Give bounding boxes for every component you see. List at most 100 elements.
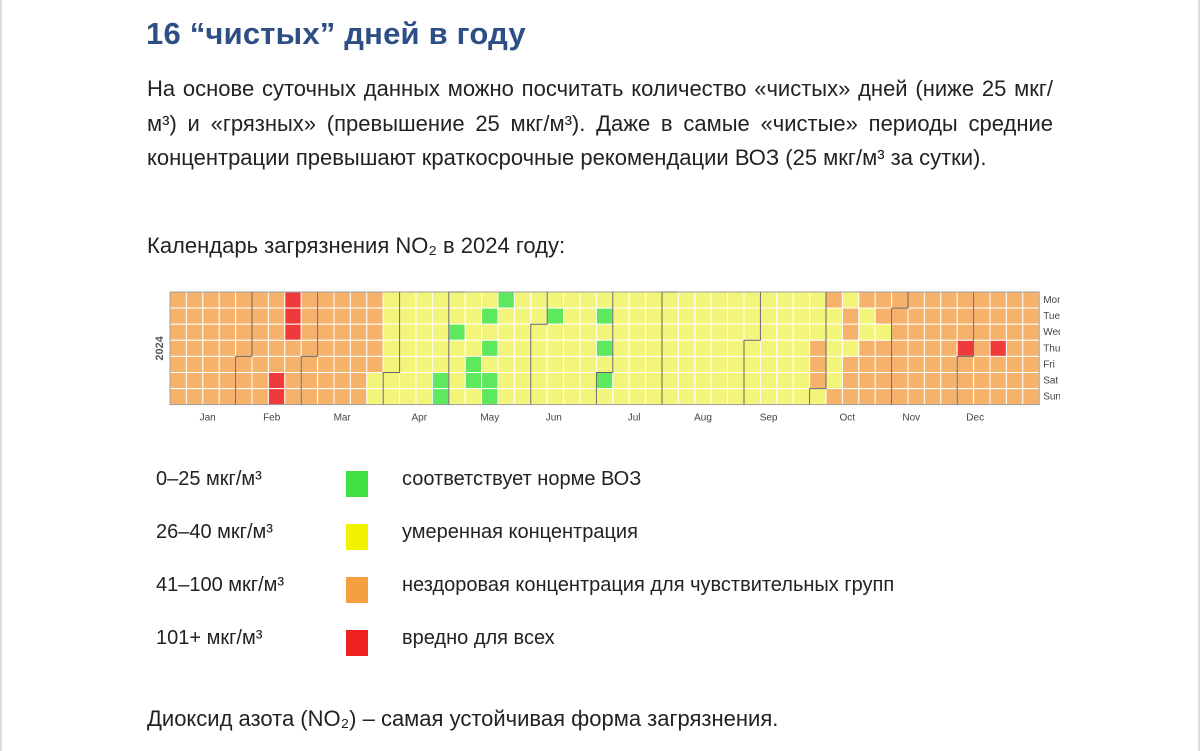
month-boundary: [595, 292, 614, 405]
calendar-cell: [481, 339, 499, 357]
calendar-cell: [612, 307, 630, 325]
calendar-cell: [891, 323, 909, 341]
calendar-cell: [923, 339, 942, 357]
calendar-cell: [1022, 339, 1040, 357]
calendar-cell: [218, 291, 237, 309]
calendar-cell: [284, 339, 302, 357]
calendar-cell: [858, 355, 876, 374]
month-boundary: [891, 292, 909, 405]
legend-description: умеренная концентрация: [402, 521, 638, 543]
calendar-cell: [907, 355, 925, 374]
calendar-cell: [415, 323, 433, 341]
legend-range-label: 0–25 мкг/м³: [156, 468, 262, 490]
calendar-cell: [366, 291, 384, 309]
calendar-cell: [267, 307, 286, 325]
calendar-cell: [825, 388, 843, 406]
calendar-cell: [546, 339, 565, 357]
calendar-cell: [530, 388, 548, 406]
calendar-cell: [448, 323, 466, 341]
calendar-cell: [858, 323, 876, 341]
calendar-cell: [759, 339, 778, 357]
calendar-cell: [317, 307, 335, 325]
calendar-cell: [694, 291, 712, 309]
calendar-cell: [235, 372, 253, 390]
calendar-cell: [349, 372, 368, 390]
calendar-cell: [366, 307, 384, 325]
calendar-cell: [595, 388, 614, 406]
month-label: Feb: [263, 413, 281, 424]
calendar-cell: [792, 291, 811, 309]
legend-row-unhealthy-sensitive: 41–100 мкг/м³ нездоровая концентрация дл…: [156, 570, 1056, 623]
calendar-cell: [973, 307, 991, 325]
calendar-cell: [973, 291, 991, 309]
calendar-cell: [940, 372, 958, 390]
calendar-cell: [759, 355, 778, 374]
calendar-cell: [284, 323, 302, 341]
calendar-cell: [579, 388, 597, 406]
calendar-cell: [382, 291, 401, 309]
calendar-cell: [595, 291, 614, 309]
calendar-cell: [891, 307, 909, 325]
calendar-cell: [235, 323, 253, 341]
calendar-heatmap: 2024 Mon Tue Wed Thu Fri Sat Sun Jan Feb Mar Apr May…: [154, 291, 1060, 424]
calendar-cell: [891, 355, 909, 374]
calendar-cell: [841, 307, 860, 325]
calendar-cell: [366, 339, 384, 357]
legend: 0–25 мкг/м³ соответствует норме ВОЗ 26–4…: [156, 464, 1056, 676]
calendar-cell: [399, 291, 417, 309]
calendar-cell: [989, 388, 1007, 406]
calendar-cell: [202, 355, 220, 374]
calendar-cell: [940, 307, 958, 325]
calendar-cell: [481, 291, 499, 309]
legend-description: нездоровая концентрация для чувствительн…: [402, 574, 895, 596]
calendar-cell: [448, 388, 466, 406]
calendar-cell: [1005, 339, 1024, 357]
calendar-cell: [956, 307, 975, 325]
calendar-cell: [317, 388, 335, 406]
calendar-cell: [218, 388, 237, 406]
calendar-cell: [431, 388, 450, 406]
calendar-cell: [546, 372, 565, 390]
calendar-cell: [645, 388, 663, 406]
legend-description: соответствует норме ВОЗ: [402, 468, 642, 490]
calendar-cell: [776, 388, 794, 406]
legend-range-label: 101+ мкг/м³: [156, 627, 263, 649]
calendar-cell: [710, 372, 729, 390]
calendar-cell: [907, 323, 925, 341]
calendar-cell: [677, 339, 696, 357]
calendar-cell: [710, 339, 729, 357]
frame-left-border: [0, 0, 2, 751]
calendar-cell: [694, 323, 712, 341]
calendar-cell: [891, 291, 909, 309]
calendar-cell: [891, 388, 909, 406]
calendar-cell: [530, 323, 548, 341]
calendar-cell: [1022, 355, 1040, 374]
calendar-cell: [809, 388, 827, 406]
month-label: Dec: [966, 413, 984, 424]
calendar-cell: [218, 307, 237, 325]
calendar-cell: [612, 323, 630, 341]
calendar-cell: [923, 388, 942, 406]
calendar-cell: [710, 388, 729, 406]
calendar-cell: [727, 388, 745, 406]
calendar-cell: [284, 388, 302, 406]
calendar-cell: [710, 307, 729, 325]
calendar-cell: [399, 372, 417, 390]
calendar-cell: [579, 339, 597, 357]
calendar-cell: [694, 355, 712, 374]
calendar-cell: [661, 291, 679, 309]
calendar-cell: [399, 323, 417, 341]
calendar-cell: [169, 339, 187, 357]
calendar-cell: [1022, 372, 1040, 390]
calendar-cell: [317, 339, 335, 357]
calendar-cell: [317, 355, 335, 374]
calendar-cell: [513, 291, 532, 309]
calendar-cell: [497, 372, 515, 390]
calendar-cell: [185, 339, 204, 357]
calendar-cell: [677, 372, 696, 390]
calendar-cell: [513, 372, 532, 390]
calendar-cell: [743, 291, 761, 309]
calendar-cell: [185, 307, 204, 325]
calendar-cell: [251, 307, 269, 325]
calendar-cell: [759, 388, 778, 406]
